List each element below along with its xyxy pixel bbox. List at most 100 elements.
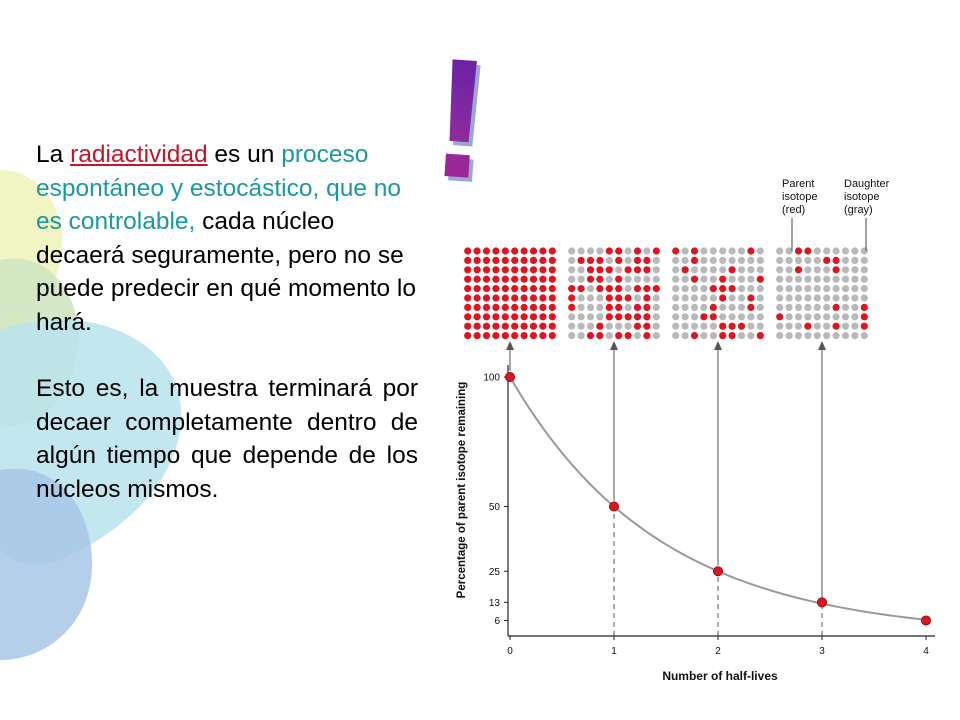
daughter-atom [672, 313, 680, 321]
lead-text: La [36, 141, 71, 168]
daughter-atom [851, 332, 859, 340]
parent-atom [860, 313, 868, 321]
parent-atom [643, 332, 651, 340]
parent-atom [548, 256, 556, 264]
parent-atom [586, 266, 595, 274]
parent-atom [539, 266, 547, 274]
parent-atom [529, 266, 538, 274]
parent-atom [596, 275, 604, 283]
daughter-atom [681, 275, 689, 283]
daughter-atom [719, 266, 727, 274]
daughter-atom [672, 294, 680, 302]
daughter-atom [690, 294, 699, 302]
daughter-atom [681, 313, 689, 321]
daughter-atom [700, 322, 708, 330]
daughter-atom [851, 285, 859, 293]
daughter-atom [586, 303, 595, 311]
daughter-atom [624, 247, 632, 255]
daughter-atom [709, 332, 717, 340]
parent-atom [690, 332, 699, 340]
daughter-atom [652, 303, 660, 311]
daughter-atom [605, 332, 613, 340]
x-tick-label: 1 [611, 646, 617, 657]
daughter-atom [804, 285, 812, 293]
paragraph-conclusion: Esto es, la muestra terminará por decaer… [36, 375, 418, 503]
x-tick-label: 3 [819, 646, 825, 657]
daughter-atom [756, 285, 764, 293]
parent-atom [719, 322, 727, 330]
daughter-atom [737, 285, 746, 293]
parent-atom [643, 285, 651, 293]
data-point [712, 566, 723, 577]
daughter-atom [804, 313, 812, 321]
daughter-atom [681, 322, 689, 330]
parent-atom [492, 332, 500, 340]
y-tick-label: 6 [494, 616, 500, 627]
parent-atom [539, 256, 547, 264]
parent-atom [577, 256, 585, 264]
parent-atom [672, 247, 680, 255]
daughter-atom [841, 285, 850, 293]
parent-atom [492, 247, 500, 255]
parent-atom [529, 247, 538, 255]
daughter-atom [823, 313, 831, 321]
daughter-atom [776, 285, 784, 293]
data-point [920, 615, 931, 626]
parent-atom [539, 247, 547, 255]
parent-atom [548, 275, 556, 283]
daughter-atom [776, 332, 784, 340]
daughter-atom [596, 313, 604, 321]
parent-atom [511, 256, 519, 264]
parent-atom [501, 313, 509, 321]
parent-atom [690, 256, 699, 264]
daughter-atom [652, 275, 660, 283]
daughter-atom [700, 303, 708, 311]
parent-atom [492, 303, 500, 311]
daughter-atom [860, 294, 868, 302]
parent-atom [624, 294, 632, 302]
parent-atom [709, 285, 717, 293]
arrow-head [818, 341, 826, 350]
daughter-atom [728, 313, 736, 321]
parent-atom [719, 275, 727, 283]
daughter-atom [624, 285, 632, 293]
parent-atom [473, 313, 481, 321]
legend-daughter-line1: Daughter [844, 178, 890, 190]
data-points [505, 371, 931, 626]
legend-daughter: Daughter isotope (gray) [844, 178, 890, 251]
daughter-atom [785, 285, 793, 293]
parent-atom [548, 332, 556, 340]
parent-atom [520, 322, 528, 330]
daughter-atom [813, 313, 821, 321]
daughter-atom [652, 294, 660, 302]
parent-atom [501, 266, 509, 274]
parent-atom [700, 313, 708, 321]
parent-atom [464, 332, 472, 340]
atom-grids [464, 247, 868, 340]
daughter-atom [832, 294, 840, 302]
parent-atom [492, 266, 500, 274]
y-tick-label: 13 [489, 598, 501, 609]
daughter-atom [785, 275, 793, 283]
parent-atom [511, 285, 519, 293]
parent-atom [548, 303, 556, 311]
parent-atom [539, 275, 547, 283]
paragraph-definition: La radiactividad es un proceso espontáne… [36, 138, 418, 339]
daughter-atom [586, 247, 595, 255]
daughter-atom [804, 294, 812, 302]
daughter-atom [719, 256, 727, 264]
parent-atom [529, 256, 538, 264]
parent-atom [728, 322, 736, 330]
daughter-atom [624, 303, 632, 311]
daughter-atom [794, 332, 803, 340]
parent-atom [652, 285, 660, 293]
daughter-atom [737, 303, 746, 311]
parent-atom [511, 322, 519, 330]
parent-atom [719, 294, 727, 302]
parent-atom [539, 313, 547, 321]
daughter-atom [823, 285, 831, 293]
daughter-atom [709, 275, 717, 283]
daughter-atom [794, 294, 803, 302]
daughter-atom [568, 313, 576, 321]
parent-atom [482, 313, 491, 321]
